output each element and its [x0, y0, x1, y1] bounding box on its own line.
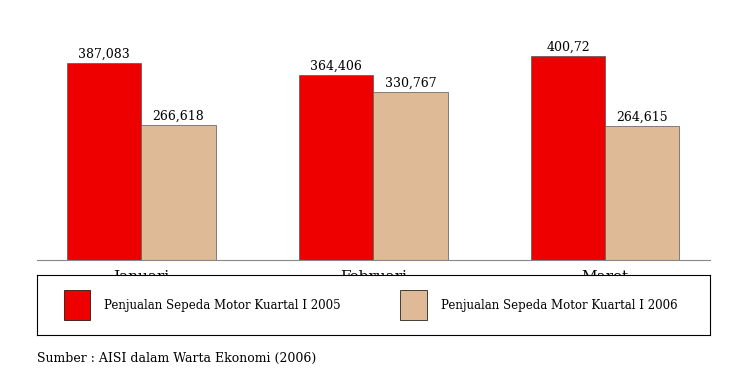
Bar — [141, 125, 216, 260]
Bar — [67, 63, 141, 260]
Text: 266,618: 266,618 — [153, 109, 204, 122]
Bar — [605, 126, 679, 260]
Bar — [64, 290, 91, 320]
Text: Penjualan Sepeda Motor Kuartal I 2005: Penjualan Sepeda Motor Kuartal I 2005 — [104, 299, 340, 311]
Bar — [299, 75, 373, 260]
Text: 264,615: 264,615 — [616, 110, 668, 124]
Text: Penjualan Sepeda Motor Kuartal I 2006: Penjualan Sepeda Motor Kuartal I 2006 — [441, 299, 677, 311]
Text: 364,406: 364,406 — [310, 60, 362, 73]
Text: 400,72: 400,72 — [546, 41, 590, 54]
Bar — [400, 290, 427, 320]
Bar — [373, 92, 447, 260]
Bar — [531, 56, 605, 260]
Text: 387,083: 387,083 — [78, 48, 130, 61]
Text: 330,767: 330,767 — [384, 77, 436, 90]
Text: Sumber : AISI dalam Warta Ekonomi (2006): Sumber : AISI dalam Warta Ekonomi (2006) — [37, 352, 315, 365]
